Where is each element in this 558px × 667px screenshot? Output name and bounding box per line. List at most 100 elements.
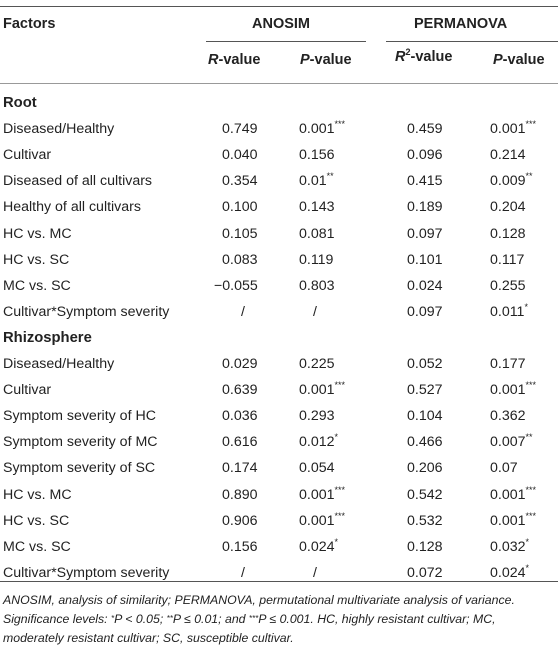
cell-value: 0.255	[490, 277, 526, 294]
r2-value-cell: 0.542	[407, 487, 443, 502]
factor-label: HC vs. MC	[3, 486, 72, 503]
cell-value: 0.214	[490, 147, 526, 164]
cell-value: 0.101	[407, 251, 443, 268]
factor-label: MC vs. SC	[3, 277, 71, 294]
cell-value: /	[241, 564, 245, 581]
significance-marker: **	[525, 432, 533, 443]
factor-label: Cultivar	[3, 147, 52, 164]
cell-value: /	[313, 564, 317, 581]
cell-value: 0.128	[407, 538, 443, 555]
significance-marker: ***	[334, 510, 346, 521]
cell-value: 0.293	[299, 408, 335, 425]
cell-value: 0.081	[299, 225, 335, 242]
factor-label: Cultivar*Symptom severity	[3, 303, 170, 320]
cell-value: 0.097	[407, 303, 443, 320]
anosim-p-value-cell: 0.012*	[299, 433, 338, 451]
table-top-rule	[0, 6, 558, 7]
anosim-p-value-cell: 0.001***	[299, 119, 346, 138]
cell-value: 0.001	[490, 121, 526, 138]
r-value-cell: 0.083	[222, 252, 258, 267]
r-value-cell: 0.100	[222, 200, 258, 214]
header-p-value-anosim: P-value	[300, 52, 352, 68]
permanova-p-value-cell: 0.011*	[490, 302, 528, 320]
cell-value: 0.749	[222, 121, 258, 138]
r-value-cell: 0.174	[222, 461, 258, 475]
factor-label: Healthy of all cultivars	[3, 199, 141, 216]
r2-value-cell: 0.096	[407, 148, 443, 162]
anosim-p-value-cell: 0.024*	[299, 537, 338, 554]
cell-value: 0.024	[490, 564, 526, 581]
cell-value: 0.459	[407, 121, 443, 138]
permanova-group-rule	[386, 41, 558, 42]
cell-value: 0.001	[299, 382, 335, 399]
significance-marker: *	[525, 536, 530, 547]
r2-value-cell: 0.527	[407, 383, 443, 397]
r-value-cell: 0.354	[222, 174, 258, 188]
cell-value: 0.001	[299, 121, 335, 138]
anosim-p-value-cell: /	[313, 305, 317, 319]
cell-value: 0.029	[222, 356, 258, 372]
anosim-p-value-cell: /	[313, 566, 317, 580]
permanova-p-value-cell: 0.214	[490, 148, 526, 162]
significance-marker: ***	[334, 119, 346, 130]
factor-label: MC vs. SC	[3, 538, 71, 555]
anosim-p-value-cell: 0.156	[299, 148, 335, 162]
r2-value-cell: 0.052	[407, 357, 443, 371]
permanova-p-value-cell: 0.07	[490, 461, 518, 475]
permanova-p-value-cell: 0.204	[490, 200, 526, 214]
cell-value: 0.032	[490, 538, 526, 555]
r-value-cell: 0.036	[222, 409, 258, 423]
cell-value: 0.362	[490, 408, 526, 425]
r2-value-cell: 0.101	[407, 251, 443, 268]
permanova-p-value-cell: 0.001***	[490, 510, 537, 529]
r-value-cell: 0.890	[222, 486, 258, 503]
cell-value: 0.639	[222, 382, 258, 399]
significance-marker: ***	[525, 510, 537, 521]
permanova-p-value-cell: 0.117	[490, 251, 525, 268]
cell-value: 0.532	[407, 512, 443, 529]
r2-value-cell: 0.532	[407, 512, 443, 529]
cell-value: 0.01	[299, 173, 327, 190]
r-value-cell: /	[241, 305, 245, 319]
header-anosim: ANOSIM	[252, 16, 310, 32]
r2-value-cell: 0.459	[407, 122, 443, 136]
cell-value: 0.117	[490, 251, 525, 268]
significance-marker: ***	[334, 484, 346, 495]
header-bottom-rule	[0, 83, 558, 84]
cell-value: 0.007	[490, 434, 526, 451]
cell-value: 0.001	[299, 486, 335, 503]
header-permanova: PERMANOVA	[414, 16, 508, 32]
significance-marker: ***	[525, 380, 537, 391]
cell-value: 0.072	[407, 564, 443, 581]
cell-value: 0.906	[222, 512, 258, 529]
factor-label: Diseased/Healthy	[3, 121, 115, 138]
cell-value: 0.001	[490, 382, 526, 399]
cell-value: 0.156	[299, 147, 335, 164]
anosim-p-value-cell: 0.054	[299, 461, 335, 475]
cell-value: 0.012	[299, 434, 335, 451]
cell-value: 0.096	[407, 147, 443, 164]
header-factors: Factors	[3, 16, 56, 32]
factor-label: Symptom severity of SC	[3, 460, 156, 477]
anosim-p-value-cell: 0.001***	[299, 380, 346, 399]
permanova-p-value-cell: 0.001***	[490, 119, 537, 138]
cell-value: −0.055	[214, 277, 258, 294]
r2-value-cell: 0.097	[407, 226, 443, 241]
permanova-p-value-cell: 0.128	[490, 225, 526, 242]
cell-value: 0.036	[222, 408, 258, 425]
cell-value: 0.466	[407, 434, 443, 451]
cell-value: 0.890	[222, 486, 258, 503]
cell-value: 0.011	[490, 303, 525, 320]
cell-value: 0.128	[490, 225, 526, 242]
r-value-cell: 0.156	[222, 540, 258, 554]
factor-label: Symptom severity of MC	[3, 434, 158, 451]
header-r-value: R-value	[208, 52, 261, 68]
anosim-p-value-cell: 0.001***	[299, 484, 346, 503]
anosim-p-value-cell: 0.225	[299, 357, 335, 371]
r-value-cell: 0.749	[222, 122, 258, 136]
significance-marker: ***	[525, 119, 537, 130]
significance-marker: ***	[334, 380, 346, 391]
cell-value: 0.001	[490, 512, 526, 529]
anosim-group-rule	[206, 41, 366, 42]
r2-value-cell: 0.072	[407, 566, 443, 580]
